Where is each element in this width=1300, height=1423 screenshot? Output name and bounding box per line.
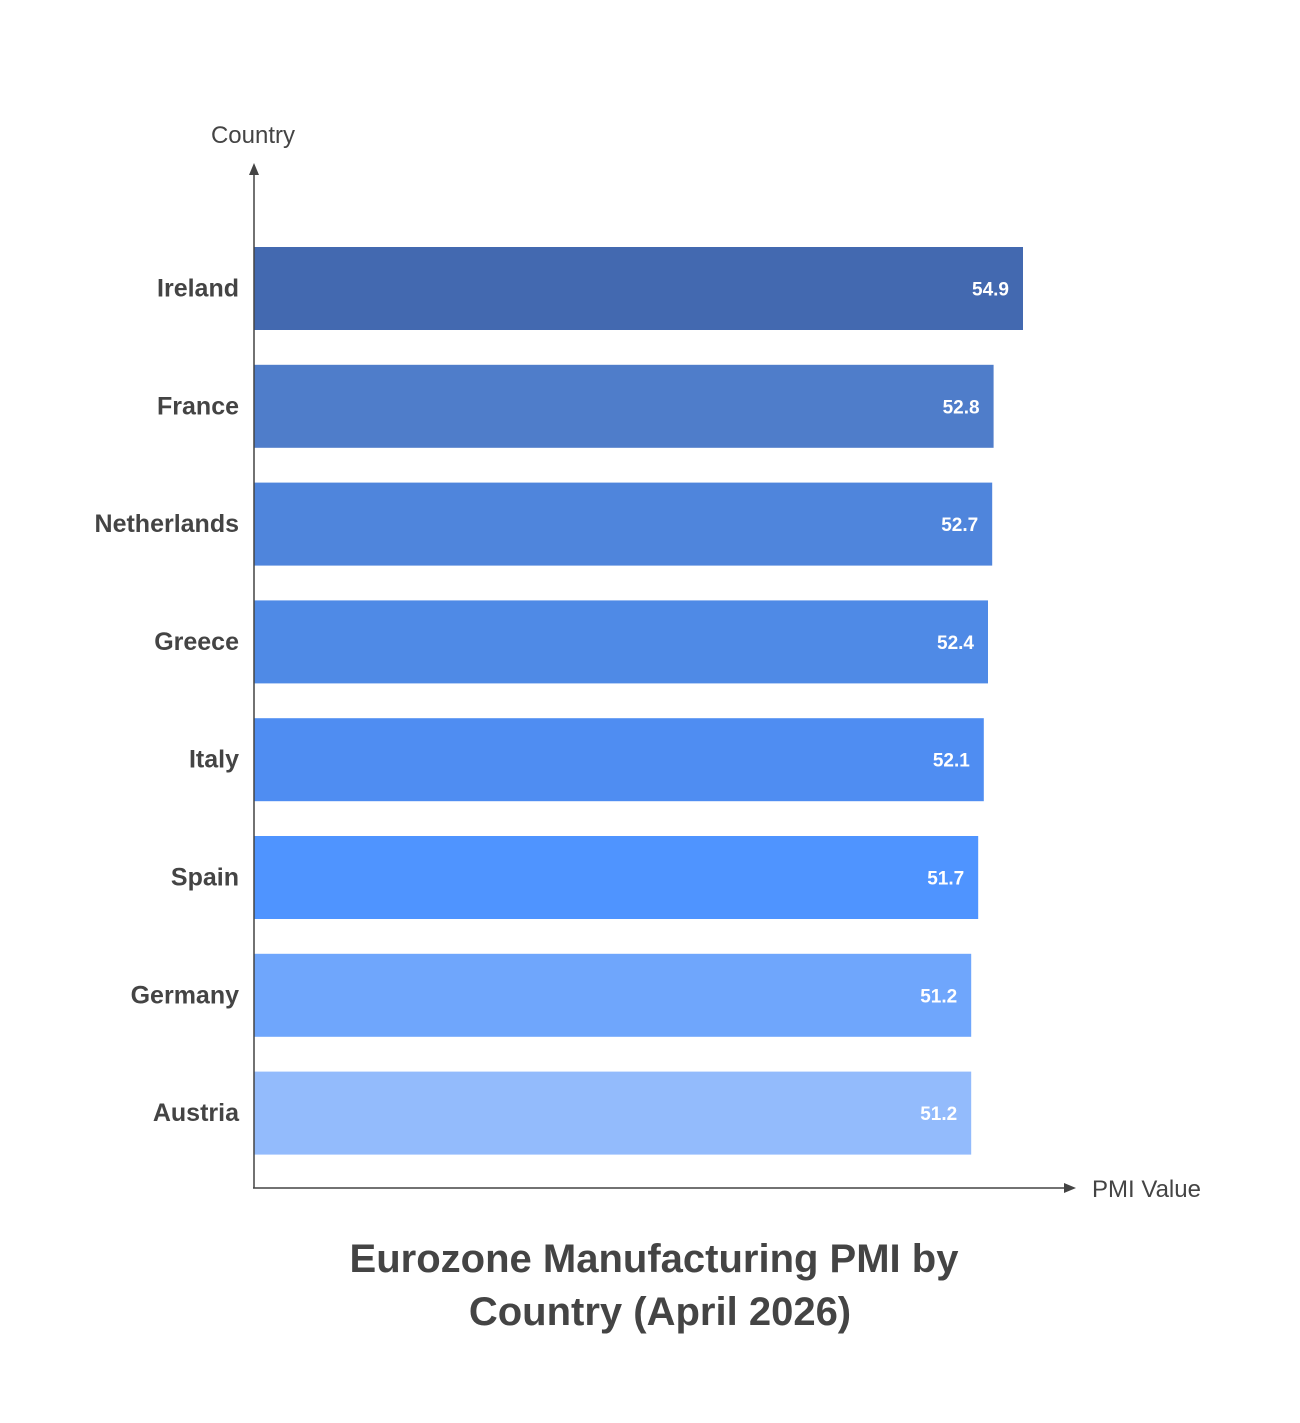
bar-france xyxy=(254,364,994,448)
category-label-ireland: Ireland xyxy=(157,275,239,303)
bar-spain xyxy=(254,836,979,919)
category-label-spain: Spain xyxy=(171,864,239,892)
bar-netherlands xyxy=(254,482,993,566)
bar-greece xyxy=(254,600,988,684)
x-axis-label: PMI Value xyxy=(1092,1176,1201,1203)
value-label-greece: 52.4 xyxy=(937,633,974,654)
category-label-austria: Austria xyxy=(153,1099,240,1127)
value-label-france: 52.8 xyxy=(943,397,980,418)
chart-title-line-2: Country (April 2026) xyxy=(469,1290,851,1334)
bar-germany xyxy=(254,953,972,1037)
value-label-spain: 51.7 xyxy=(927,869,964,890)
chart-title-line-1: Eurozone Manufacturing PMI by xyxy=(350,1237,960,1281)
value-label-netherlands: 52.7 xyxy=(941,515,978,536)
category-label-italy: Italy xyxy=(189,746,239,774)
y-axis-arrow xyxy=(249,163,259,175)
category-label-netherlands: Netherlands xyxy=(95,510,239,538)
category-label-france: France xyxy=(157,392,239,420)
bar-austria xyxy=(254,1071,972,1155)
bar-italy xyxy=(254,718,984,802)
value-label-austria: 51.2 xyxy=(920,1104,957,1125)
x-axis-arrow xyxy=(1064,1183,1076,1193)
y-axis-label: Country xyxy=(211,122,295,149)
category-label-germany: Germany xyxy=(131,981,239,1009)
bar-ireland xyxy=(254,247,1023,330)
bars: Ireland 54.9 France 52.8 Netherlands 52.7 Gree… xyxy=(95,247,1023,1155)
value-label-germany: 51.2 xyxy=(920,986,957,1007)
category-label-greece: Greece xyxy=(154,628,239,656)
value-label-italy: 52.1 xyxy=(933,751,970,772)
value-label-ireland: 54.9 xyxy=(972,280,1009,301)
